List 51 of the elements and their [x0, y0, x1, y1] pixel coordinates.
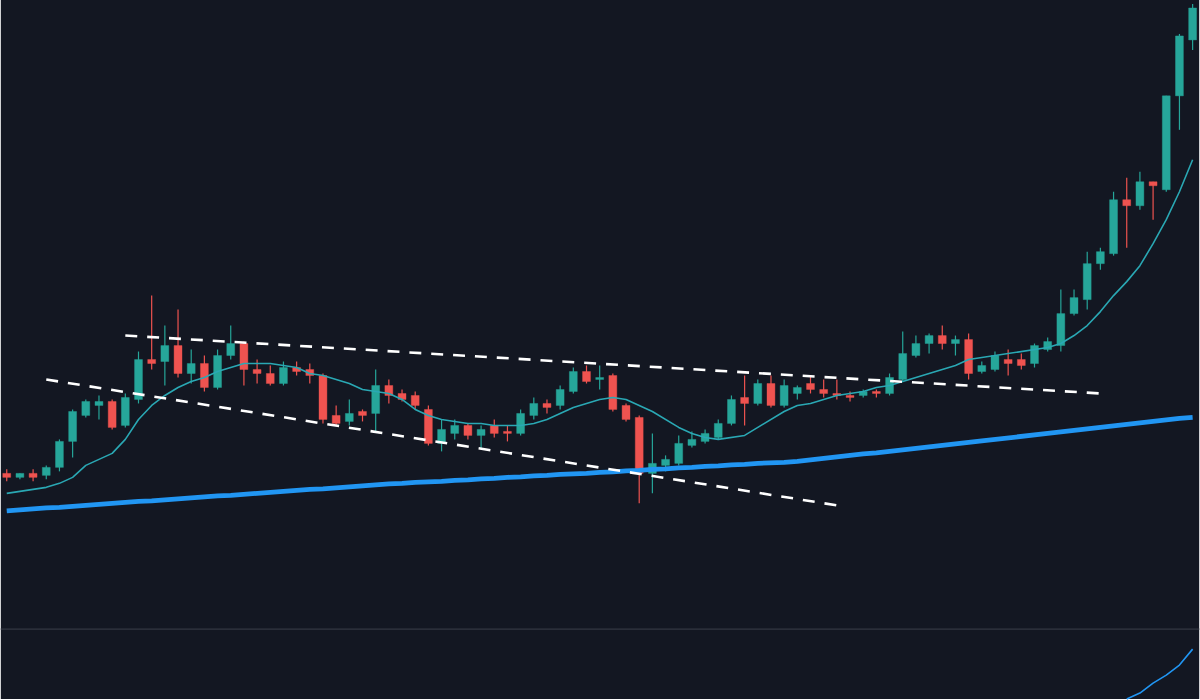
candlestick	[121, 393, 130, 429]
candlestick	[608, 373, 617, 413]
candlestick	[595, 365, 604, 391]
candlestick	[1122, 177, 1131, 249]
candlestick	[529, 397, 538, 421]
candlestick	[964, 333, 973, 381]
candlestick	[1188, 3, 1197, 51]
candlestick	[845, 391, 855, 403]
candlestick	[279, 361, 288, 387]
candlestick	[134, 351, 143, 405]
candlestick	[1030, 343, 1039, 369]
candlestick	[1003, 349, 1013, 377]
candlestick	[226, 325, 235, 361]
candlestick	[108, 399, 117, 431]
candlestick	[68, 409, 77, 459]
candlestick	[1056, 289, 1066, 353]
candlestick	[450, 419, 459, 441]
candlestick	[318, 373, 328, 425]
candlestick	[147, 295, 156, 371]
candlestick	[200, 355, 209, 393]
candlestick	[345, 399, 354, 427]
candlestick	[213, 349, 222, 391]
candlestick	[266, 365, 275, 387]
candlestick	[990, 351, 1000, 373]
candlestick	[542, 399, 552, 415]
candlestick	[1148, 181, 1158, 221]
candlestick	[951, 335, 960, 357]
candlestick	[173, 309, 183, 379]
candlestick	[779, 379, 789, 409]
candlestick	[187, 349, 196, 385]
candlestick	[714, 419, 723, 441]
candlestick	[1135, 171, 1145, 211]
candlestick	[94, 395, 104, 421]
candlestick	[753, 379, 762, 407]
candlestick	[740, 375, 749, 427]
candlestick	[674, 435, 683, 467]
candlestick	[55, 439, 64, 473]
candlestick	[727, 395, 736, 427]
candlestick	[766, 375, 776, 409]
candlestick	[1096, 247, 1105, 271]
candlestick	[1069, 289, 1079, 317]
candlestick	[160, 325, 170, 387]
candlestick	[556, 385, 565, 411]
candlestick	[516, 409, 525, 437]
candlestick	[898, 331, 907, 383]
candlestick	[424, 405, 433, 447]
candlestick	[371, 369, 380, 433]
candlestick	[569, 367, 578, 395]
candlestick	[938, 325, 947, 351]
candlestick	[28, 469, 38, 483]
candlestick	[1083, 251, 1092, 311]
